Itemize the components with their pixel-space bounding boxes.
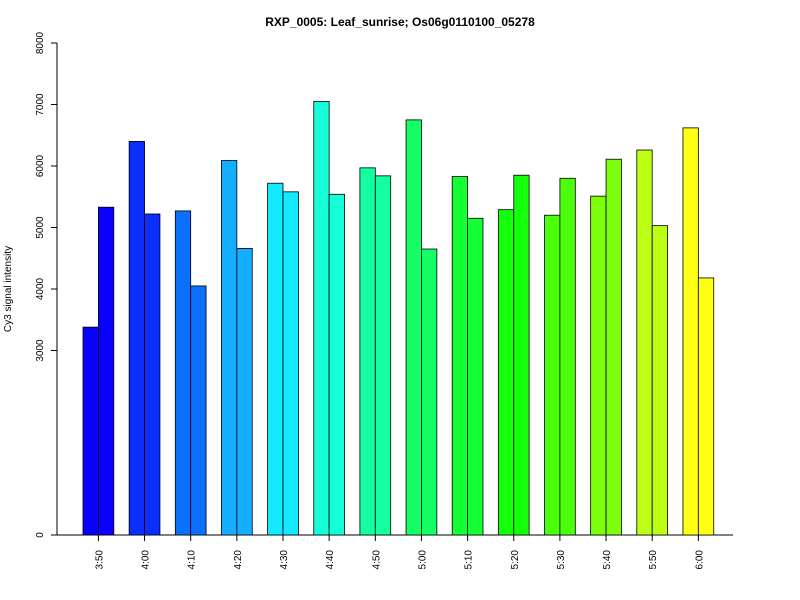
bar-450-1 — [359, 167, 376, 536]
x-tick-label: 5:40 — [602, 550, 613, 570]
x-ticks: 3:50 4:00 4:10 4:20 4:30 4:40 4:50 5:00 5:10 5:20… — [94, 535, 705, 569]
bar-410-1 — [174, 210, 192, 536]
bar-510-1 — [451, 176, 469, 536]
bar-350-2 — [98, 206, 115, 536]
x-tick-label: 4:10 — [187, 550, 198, 570]
y-ticks: 0 3000 4000 5000 6000 7000 8000 — [35, 31, 57, 538]
y-tick-label: 6000 — [35, 154, 46, 177]
y-tick-label: 8000 — [35, 31, 46, 54]
x-tick-label: 4:50 — [371, 550, 382, 570]
y-axis-label: Cy3 signal intensity — [3, 246, 14, 332]
bar-600-2 — [697, 277, 715, 536]
x-tick-label: 4:40 — [325, 550, 336, 570]
y-tick-label: 4000 — [35, 277, 46, 300]
bar-540-1 — [590, 195, 607, 536]
bar-550-1 — [636, 149, 653, 536]
bar-550-2 — [651, 225, 669, 536]
bar-400-2 — [144, 213, 161, 536]
y-tick-label: 5000 — [35, 216, 46, 239]
bar-400-1 — [128, 140, 145, 536]
bar-440-1 — [313, 101, 330, 536]
chart-title: RXP_0005: Leaf_sunrise; Os06g0110100_052… — [265, 15, 535, 29]
bar-520-1 — [497, 209, 515, 536]
x-tick-label: 5:00 — [417, 550, 428, 570]
y-tick-label: 3000 — [35, 339, 46, 362]
x-tick-label: 4:30 — [279, 550, 290, 570]
x-tick-label: 3:50 — [94, 550, 105, 570]
bar-410-2 — [190, 285, 207, 536]
x-tick-label: 6:00 — [694, 550, 705, 570]
y-tick-label: 7000 — [35, 93, 46, 116]
y-tick-label: 0 — [35, 532, 46, 538]
bar-530-2 — [559, 177, 576, 536]
x-tick-label: 4:20 — [233, 550, 244, 570]
bar-500-2 — [421, 248, 438, 536]
bar-540-2 — [605, 158, 622, 536]
bar-430-2 — [282, 191, 299, 536]
bar-450-2 — [374, 175, 392, 536]
x-tick-label: 5:10 — [464, 550, 475, 570]
x-tick-label: 5:20 — [510, 550, 521, 570]
bar-510-2 — [467, 217, 484, 536]
bar-420-1 — [221, 160, 238, 536]
bars — [82, 101, 715, 536]
bar-530-1 — [544, 214, 561, 536]
bar-520-2 — [513, 174, 530, 536]
x-tick-label: 4:00 — [141, 550, 152, 570]
bar-420-2 — [236, 248, 253, 536]
bar-500-1 — [405, 119, 422, 536]
x-tick-label: 5:30 — [556, 550, 567, 570]
bar-350-1 — [82, 326, 99, 536]
bar-600-1 — [682, 127, 699, 536]
x-tick-label: 5:50 — [648, 550, 659, 570]
bar-430-1 — [267, 182, 284, 536]
bar-440-2 — [328, 193, 345, 536]
